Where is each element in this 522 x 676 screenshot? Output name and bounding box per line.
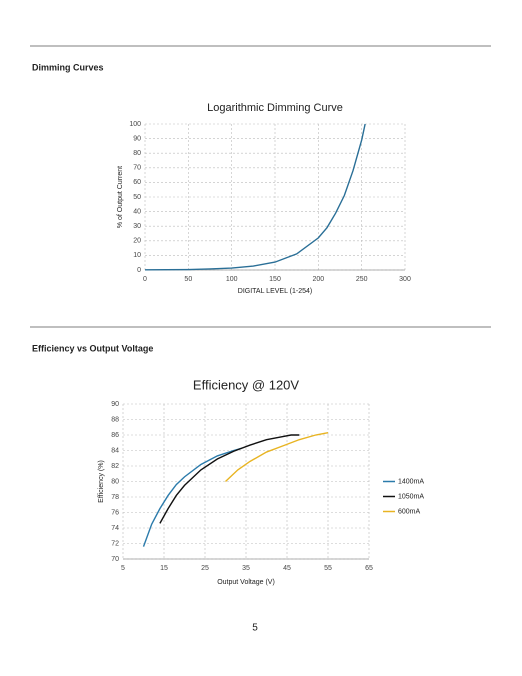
y-tick-label: 84 xyxy=(111,447,119,454)
legend-label: 1050mA xyxy=(398,493,424,500)
y-tick-label: 70 xyxy=(111,556,119,563)
y-tick-label: 82 xyxy=(111,463,119,470)
y-tick-label: 90 xyxy=(133,135,141,142)
x-tick-label: 150 xyxy=(269,276,281,283)
x-tick-label: 15 xyxy=(160,565,168,572)
y-tick-label: 76 xyxy=(111,509,119,516)
line xyxy=(159,434,300,524)
legend-label: 1400mA xyxy=(398,478,424,485)
y-axis-label: % of Output Current xyxy=(117,166,124,228)
x-tick-label: 5 xyxy=(121,565,125,572)
x-tick-label: 55 xyxy=(324,565,332,572)
y-tick-label: 70 xyxy=(133,165,141,172)
x-tick-label: 200 xyxy=(312,276,324,283)
y-tick-label: 86 xyxy=(111,432,119,439)
x-axis-label: DIGITAL LEVEL (1-254) xyxy=(238,288,312,295)
x-tick-label: 100 xyxy=(226,276,238,283)
y-tick-label: 90 xyxy=(111,401,119,408)
x-tick-label: 25 xyxy=(201,565,209,572)
y-tick-label: 80 xyxy=(111,478,119,485)
line xyxy=(225,431,329,483)
chart-title: Efficiency @ 120V xyxy=(193,377,300,392)
y-tick-label: 88 xyxy=(111,416,119,423)
y-tick-label: 100 xyxy=(129,121,141,128)
x-tick-label: 35 xyxy=(242,565,250,572)
x-tick-label: 45 xyxy=(283,565,291,572)
legend-label: 600mA xyxy=(398,508,421,515)
x-tick-label: 250 xyxy=(356,276,368,283)
y-tick-label: 0 xyxy=(137,267,141,274)
y-tick-label: 10 xyxy=(133,252,141,259)
heading: Efficiency vs Output Voltage xyxy=(32,343,153,353)
y-tick-label: 50 xyxy=(133,194,141,201)
x-tick-label: 65 xyxy=(365,565,373,572)
chart-title: Logarithmic Dimming Curve xyxy=(207,102,343,114)
y-tick-label: 80 xyxy=(133,150,141,157)
y-axis-label: Efficiency (%) xyxy=(98,460,105,503)
x-tick-label: 50 xyxy=(184,276,192,283)
y-tick-label: 20 xyxy=(133,238,141,245)
y-tick-label: 74 xyxy=(111,525,119,532)
x-tick-label: 300 xyxy=(399,276,411,283)
x-tick-label: 0 xyxy=(143,276,147,283)
y-tick-label: 40 xyxy=(133,208,141,215)
x-axis-label: Output Voltage (V) xyxy=(217,579,275,586)
page-number: 5 xyxy=(252,623,258,634)
heading: Dimming Curves xyxy=(32,62,104,72)
y-tick-label: 30 xyxy=(133,223,141,230)
y-tick-label: 78 xyxy=(111,494,119,501)
line xyxy=(142,447,243,547)
line xyxy=(144,123,366,271)
y-tick-label: 72 xyxy=(111,540,119,547)
y-tick-label: 60 xyxy=(133,179,141,186)
